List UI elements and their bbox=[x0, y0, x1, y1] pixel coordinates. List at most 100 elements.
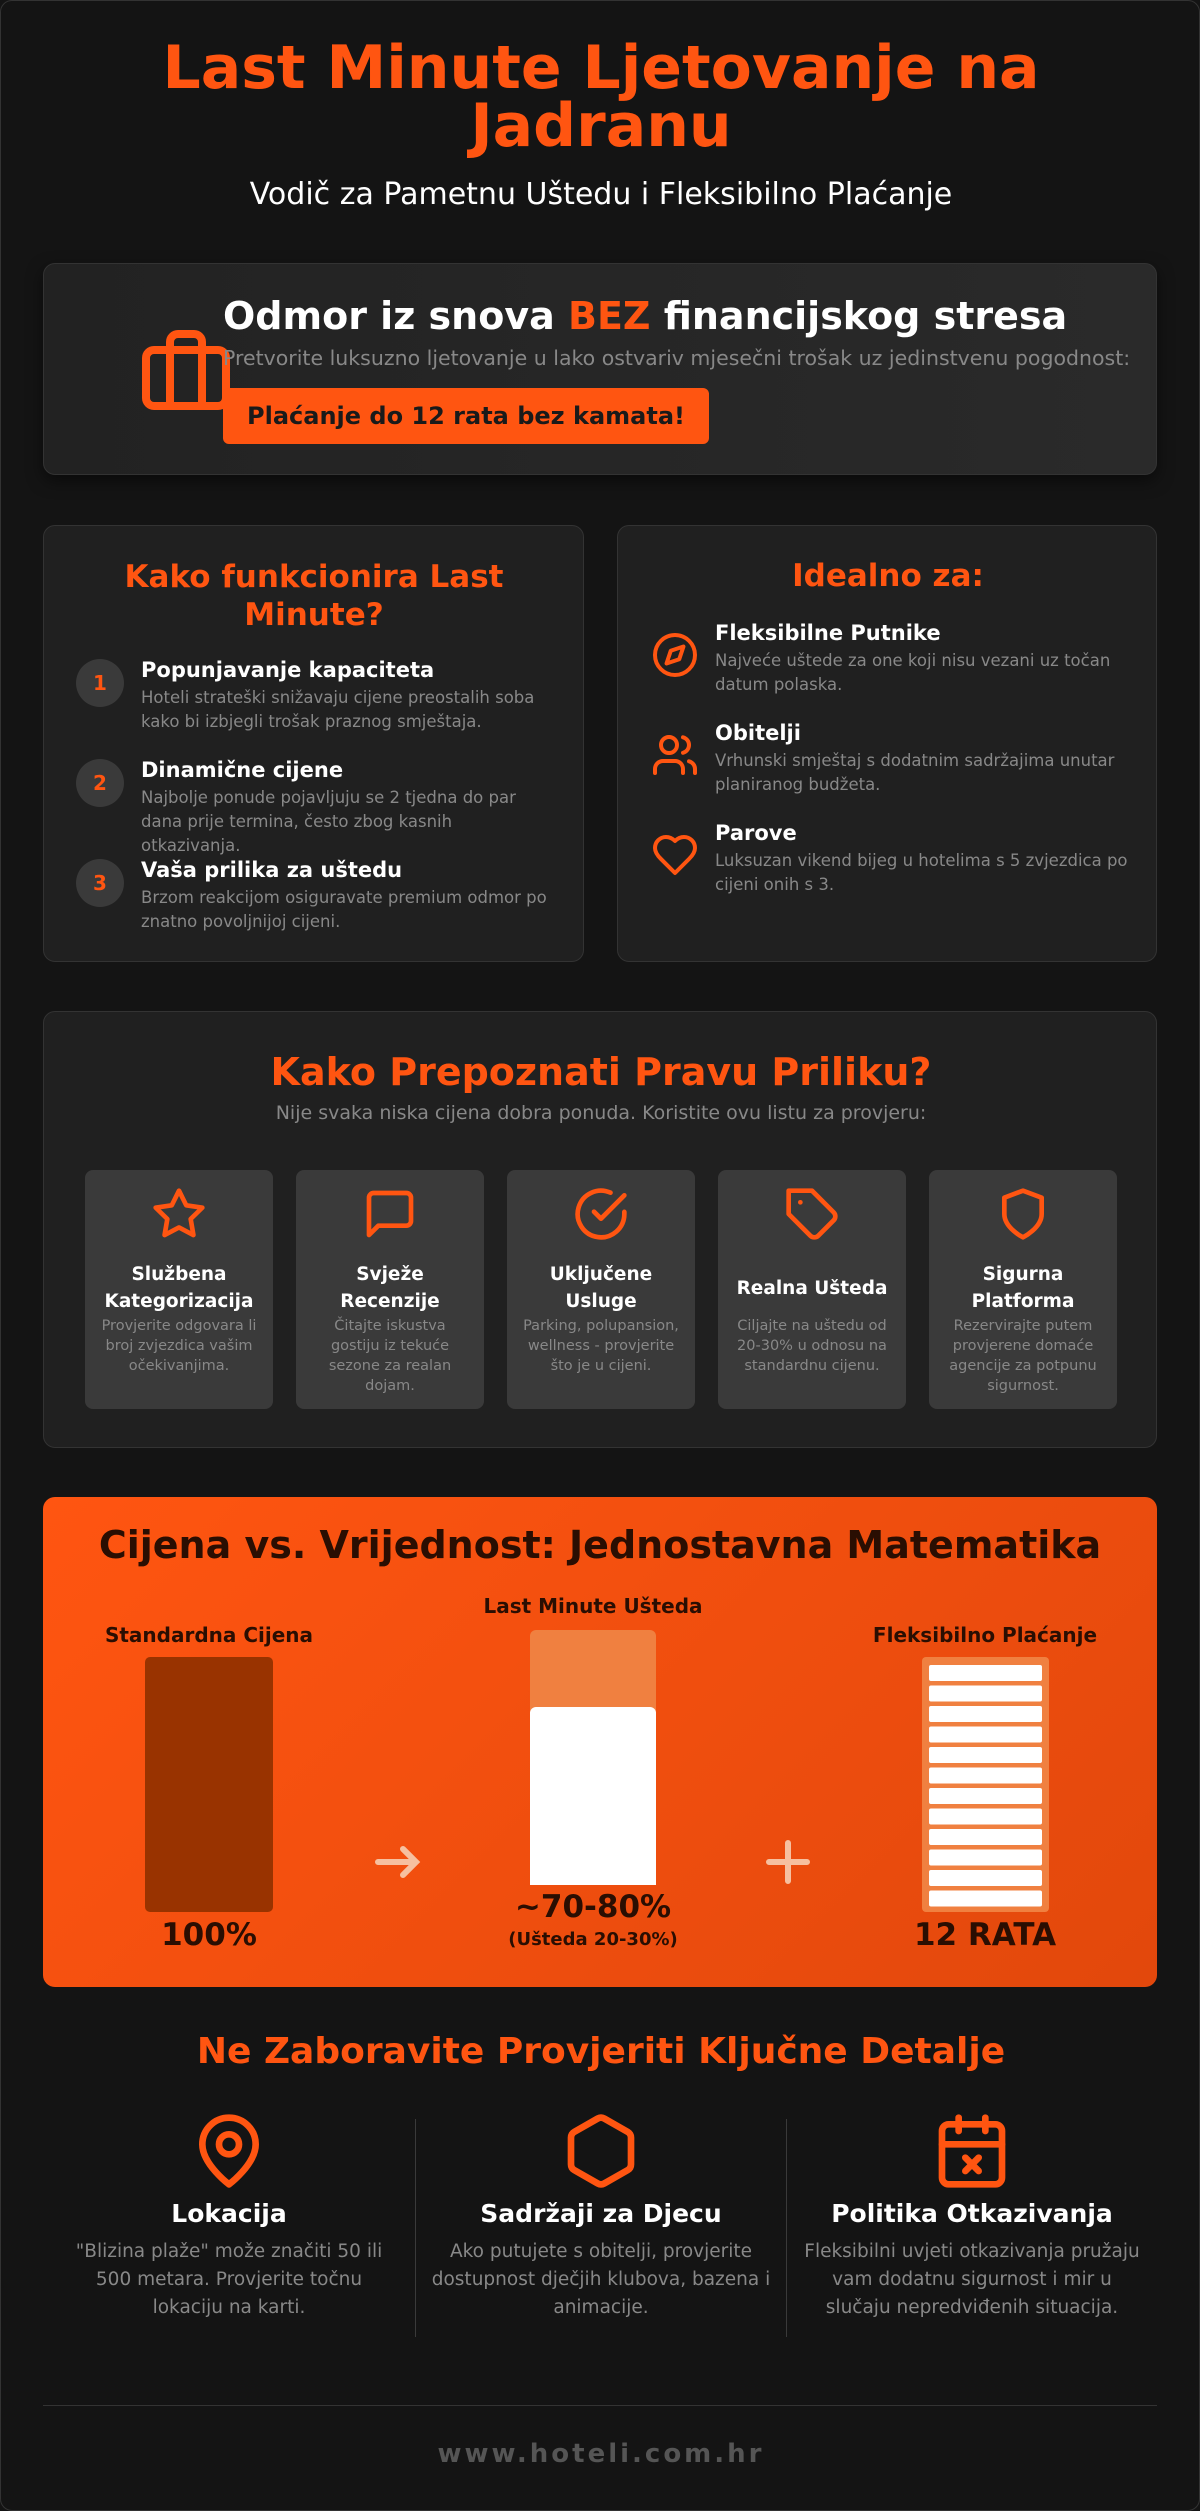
standard-bar bbox=[145, 1657, 273, 1912]
icon-graphic bbox=[567, 2114, 635, 2188]
check-subtitle: Nije svaka niska cijena dobra ponuda. Ko… bbox=[275, 1102, 927, 1124]
check-section: Kako Prepoznati Pravu Priliku? Nije svak… bbox=[43, 1011, 1157, 1448]
icon-graphic bbox=[1002, 1188, 1044, 1240]
check-title: Svježe Recenzije bbox=[340, 1264, 440, 1312]
icon bbox=[416, 2111, 786, 2191]
ideal-text: Luksuzan vikend bijeg u hotelima s 5 zvj… bbox=[715, 851, 1128, 894]
stripe bbox=[929, 1788, 1042, 1804]
ideal-text: Vrhunski smještaj s dodatnim sadržajima … bbox=[715, 751, 1115, 794]
icon bbox=[151, 1186, 207, 1246]
check-text: Čitajte iskustva gostiju iz tekuće sezon… bbox=[328, 1318, 452, 1394]
divider bbox=[786, 2119, 787, 2337]
footer-divider bbox=[43, 2405, 1157, 2406]
footer-url: www.hoteli.com.hr bbox=[437, 2439, 765, 2469]
stripe bbox=[929, 1890, 1042, 1907]
step-number: 3 bbox=[76, 859, 124, 907]
stripe bbox=[929, 1747, 1042, 1763]
hero-heading-end: financijskog stresa bbox=[663, 294, 1068, 338]
details-title: Ne Zaboravite Provjeriti Ključne Detalje bbox=[196, 2031, 1006, 2072]
check-text: Provjerite odgovara li broj zvjezdica va… bbox=[101, 1318, 257, 1374]
detail-text: Ako putujete s obitelji, provjerite dost… bbox=[431, 2241, 771, 2318]
hero-heading-highlight: BEZ bbox=[567, 294, 651, 338]
icon-graphic bbox=[653, 633, 697, 677]
stripe bbox=[929, 1808, 1042, 1825]
check-tile: Realna Ušteda Ciljajte na uštedu od 20-30… bbox=[718, 1170, 906, 1409]
detail-column: Politika Otkazivanja Fleksibilni uvjeti o… bbox=[787, 2111, 1157, 2322]
step-text: Brzom reakcijom osiguravate premium odmo… bbox=[141, 888, 547, 931]
icon bbox=[995, 1186, 1051, 1246]
icon bbox=[44, 2111, 414, 2191]
detail-title: Politika Otkazivanja bbox=[831, 2199, 1113, 2228]
step-title: Dinamične cijene bbox=[141, 758, 344, 782]
ideal-text: Najveće uštede za one koji nisu vezani u… bbox=[715, 651, 1111, 694]
stripe bbox=[929, 1685, 1042, 1702]
icon bbox=[651, 831, 699, 883]
how-card: Kako funkcionira Last Minute? 1 Popunjava… bbox=[43, 525, 584, 962]
check-title: Realna Ušteda bbox=[736, 1277, 888, 1299]
detail-column: Lokacija "Blizina plaže" može značiti 50 … bbox=[44, 2111, 414, 2322]
icon bbox=[651, 731, 699, 783]
check-tile: Uključene Usluge Parking, polupansion, we… bbox=[507, 1170, 695, 1409]
check-text: Parking, polupansion, wellness - provjer… bbox=[523, 1318, 679, 1374]
icon-graphic bbox=[938, 2114, 1006, 2188]
stripe bbox=[929, 1829, 1042, 1845]
check-title: Uključene Usluge bbox=[549, 1264, 653, 1312]
icon-graphic bbox=[653, 835, 697, 875]
step-title: Popunjavanje kapaciteta bbox=[141, 658, 435, 682]
title: Last Minute Ljetovanje na Jadranu bbox=[162, 33, 1040, 161]
ideal-title: Obitelji bbox=[715, 721, 801, 745]
icon bbox=[784, 1186, 840, 1246]
installment-stripes bbox=[929, 1665, 1042, 1907]
ideal-title: Parove bbox=[715, 821, 797, 845]
math-value: 12 RATA bbox=[913, 1917, 1057, 1953]
lastminute-fill bbox=[530, 1707, 656, 1885]
hero-text: Pretvorite luksuzno ljetovanje u lako os… bbox=[223, 346, 1131, 370]
icon bbox=[787, 2111, 1157, 2191]
icon-graphic bbox=[153, 1188, 205, 1238]
check-tile: Službena Kategorizacija Provjerite odgova… bbox=[85, 1170, 273, 1409]
math-note: (Ušteda 20-30%) bbox=[508, 1929, 678, 1950]
step-title: Vaša prilika za uštedu bbox=[141, 858, 403, 882]
icon-graphic bbox=[786, 1188, 838, 1240]
check-text: Rezervirajte putem provjerene domaće age… bbox=[949, 1318, 1097, 1394]
hero-card: Odmor iz snova BEZ financijskog stresa P… bbox=[43, 263, 1157, 475]
detail-title: Sadržaji za Djecu bbox=[480, 2199, 722, 2228]
math-label: Fleksibilno Plaćanje bbox=[872, 1623, 1098, 1647]
step-number: 1 bbox=[76, 659, 124, 707]
icon bbox=[573, 1186, 629, 1246]
check-title: Službena Kategorizacija bbox=[104, 1264, 254, 1312]
hero-heading-start: Odmor iz snova bbox=[223, 294, 555, 338]
divider bbox=[415, 2119, 416, 2337]
stripe bbox=[929, 1706, 1042, 1722]
offer-badge: Plaćanje do 12 rata bez kamata! bbox=[223, 388, 709, 444]
step-text: Najbolje ponude pojavljuju se 2 tjedna d… bbox=[141, 788, 516, 855]
step-number: 2 bbox=[76, 759, 124, 807]
math-label: Standardna Cijena bbox=[104, 1623, 314, 1647]
icon-graphic bbox=[199, 2114, 259, 2188]
stripe bbox=[929, 1849, 1042, 1866]
icon-graphic bbox=[653, 735, 697, 775]
how-title: Kako funkcionira Last Minute? bbox=[124, 559, 504, 633]
check-title: Kako Prepoznati Pravu Priliku? bbox=[270, 1050, 932, 1094]
briefcase-icon bbox=[142, 330, 230, 410]
check-title: Sigurna Platforma bbox=[971, 1264, 1075, 1312]
hero-heading: Odmor iz snova BEZ financijskog stresa bbox=[223, 294, 1067, 338]
stripe bbox=[929, 1767, 1042, 1784]
icon bbox=[651, 631, 699, 683]
math-label: Last Minute Ušteda bbox=[483, 1594, 703, 1618]
detail-title: Lokacija bbox=[171, 2199, 287, 2228]
stripe bbox=[929, 1870, 1042, 1886]
detail-column: Sadržaji za Djecu Ako putujete s obitelji… bbox=[416, 2111, 786, 2322]
math-section: Cijena vs. Vrijednost: Jednostavna Matem… bbox=[43, 1497, 1157, 1987]
step-text: Hoteli strateški snižavaju cijene preost… bbox=[141, 688, 535, 731]
icon-graphic bbox=[366, 1190, 414, 1238]
check-tile: Sigurna Platforma Rezervirajte putem prov… bbox=[929, 1170, 1117, 1409]
math-graphic bbox=[145, 1630, 1049, 1912]
stripe bbox=[929, 1665, 1042, 1681]
detail-text: Fleksibilni uvjeti otkazivanja pružaju v… bbox=[804, 2241, 1140, 2318]
check-tile: Svježe Recenzije Čitajte iskustva gostiju… bbox=[296, 1170, 484, 1409]
math-value: ~70-80% bbox=[514, 1889, 672, 1925]
plus-symbol bbox=[766, 1840, 810, 1884]
ideal-title: Idealno za: bbox=[792, 558, 984, 594]
arrow-symbol bbox=[375, 1846, 421, 1878]
